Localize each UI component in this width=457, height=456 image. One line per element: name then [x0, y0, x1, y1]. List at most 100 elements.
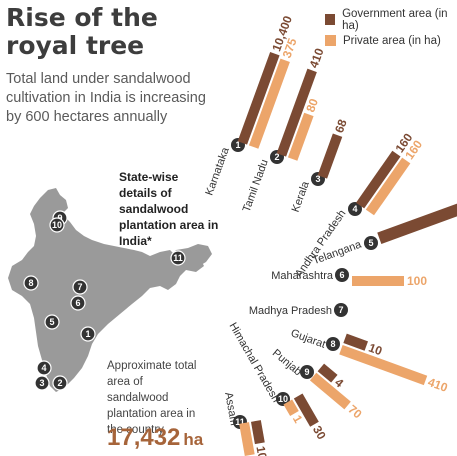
- map-marker-number: 3: [39, 378, 44, 388]
- state-badge: [276, 392, 290, 406]
- private-bar: [365, 157, 411, 216]
- government-bar: [293, 393, 319, 427]
- page-title: Rise of the royal tree: [6, 3, 158, 60]
- total-area-value: 17,432 ha: [107, 424, 203, 452]
- state-label: Punjab: [270, 347, 304, 378]
- subtitle: Total land under sandalwood cultivation …: [6, 71, 206, 125]
- government-value-label: 68: [332, 117, 350, 135]
- private-bar: [339, 344, 428, 386]
- map-marker-number: 7: [77, 282, 82, 292]
- legend-item-government: Government area (in ha): [325, 7, 457, 32]
- map-marker: [52, 375, 68, 391]
- state-badge-number: 2: [274, 152, 279, 162]
- state-badge-number: 6: [339, 270, 344, 280]
- government-bar: [317, 363, 338, 383]
- state-label: Maharashtra: [271, 270, 334, 282]
- private-bar: [287, 112, 314, 161]
- government-bar-group: 410: [276, 46, 327, 157]
- map-markers: 4 3 2 5 1 6 7 8 910 11: [23, 210, 186, 391]
- state-badge-number: 5: [368, 238, 373, 248]
- map-marker-number: 2: [57, 378, 62, 388]
- private-bar: [248, 58, 290, 149]
- private-value-label: 100: [407, 274, 427, 288]
- government-bar-group: 68: [317, 117, 350, 179]
- state-badge-number: 11: [235, 417, 245, 427]
- government-value-label: 10: [253, 445, 269, 456]
- private-bar: [352, 276, 404, 286]
- map-marker: [70, 295, 86, 311]
- government-bar-group: 30: [293, 393, 329, 442]
- legend-label-government: Government area (in ha): [342, 7, 448, 32]
- government-value-label: 410: [307, 46, 327, 70]
- state-label: Karnataka: [203, 145, 232, 197]
- state-badge-number: 8: [330, 339, 335, 349]
- india-map: [8, 188, 212, 392]
- state-badge: [335, 268, 349, 282]
- total-area-label: Approximate total area of sandalwood pla…: [107, 360, 197, 436]
- private-bar: [309, 372, 351, 410]
- map-marker: [170, 250, 186, 266]
- map-marker-number: 8: [28, 278, 33, 288]
- government-bar-group: 10: [343, 333, 384, 358]
- private-bar-group: 100: [352, 274, 427, 288]
- state-badge: [300, 365, 314, 379]
- state-badge-number: 3: [315, 174, 320, 184]
- legend-item-private: Private area (in ha): [325, 30, 457, 51]
- state-group-11: Assam111030: [222, 391, 269, 456]
- state-label: Madhya Pradesh: [249, 305, 332, 317]
- state-badge-number: 1: [235, 140, 240, 150]
- government-bar: [250, 420, 265, 445]
- map-marker-number: 11: [173, 253, 183, 263]
- government-bar-group: 5,104: [377, 200, 457, 244]
- private-value-label: 70: [345, 402, 364, 422]
- map-marker: [34, 375, 50, 391]
- state-badge: [348, 202, 362, 216]
- map-marker-number: 9: [57, 213, 62, 223]
- map-marker: [36, 360, 52, 376]
- private-bar-group: 410: [339, 344, 450, 395]
- state-badge: [334, 303, 348, 317]
- map-marker-number: 6: [75, 298, 80, 308]
- private-value-label: 410: [426, 375, 450, 395]
- map-marker-number: 5: [49, 317, 54, 327]
- legend-swatch-private: [325, 35, 336, 46]
- private-value-label: 80: [303, 96, 321, 114]
- state-label: Gujarat: [289, 327, 327, 351]
- total-area-number: 17,432: [107, 424, 181, 451]
- map-marker: [80, 326, 96, 342]
- map-title: State-wise details of sandalwood plantat…: [119, 170, 219, 248]
- private-bar: [239, 422, 255, 456]
- government-bar: [237, 51, 280, 145]
- state-label: Tamil Nadu: [241, 158, 271, 214]
- private-bar-group: 375: [248, 36, 300, 149]
- legend-label-private: Private area (in ha): [343, 34, 441, 47]
- legend: Government area (in ha) Private area (in…: [325, 7, 457, 51]
- map-marker-number: 1: [85, 329, 90, 339]
- map-marker: [49, 217, 65, 233]
- government-bar: [317, 133, 343, 179]
- private-value-label: 375: [280, 36, 300, 60]
- state-group-8: Gujarat 8 10 410: [289, 327, 450, 395]
- government-bar: [355, 150, 401, 209]
- map-marker: [44, 314, 60, 330]
- government-bar-group: 10: [250, 420, 270, 456]
- private-bar-group: 30: [239, 422, 255, 456]
- map-marker-number: 10: [52, 220, 62, 230]
- state-group-6: Maharashtra 6 100: [271, 268, 427, 288]
- government-bar: [343, 333, 368, 351]
- legend-swatch-government: [325, 14, 336, 25]
- private-bar-group: 70: [309, 372, 365, 422]
- state-badge-number: 7: [338, 305, 343, 315]
- private-bar: [283, 399, 299, 417]
- government-value-label: 30: [310, 423, 329, 442]
- map-marker: [23, 275, 39, 291]
- state-badge-number: 10: [278, 394, 288, 404]
- map-marker: [72, 279, 88, 295]
- state-label: Kerala: [290, 179, 312, 214]
- government-bar: [276, 68, 317, 157]
- total-area-unit: ha: [183, 430, 204, 449]
- state-badge-number: 4: [352, 204, 357, 214]
